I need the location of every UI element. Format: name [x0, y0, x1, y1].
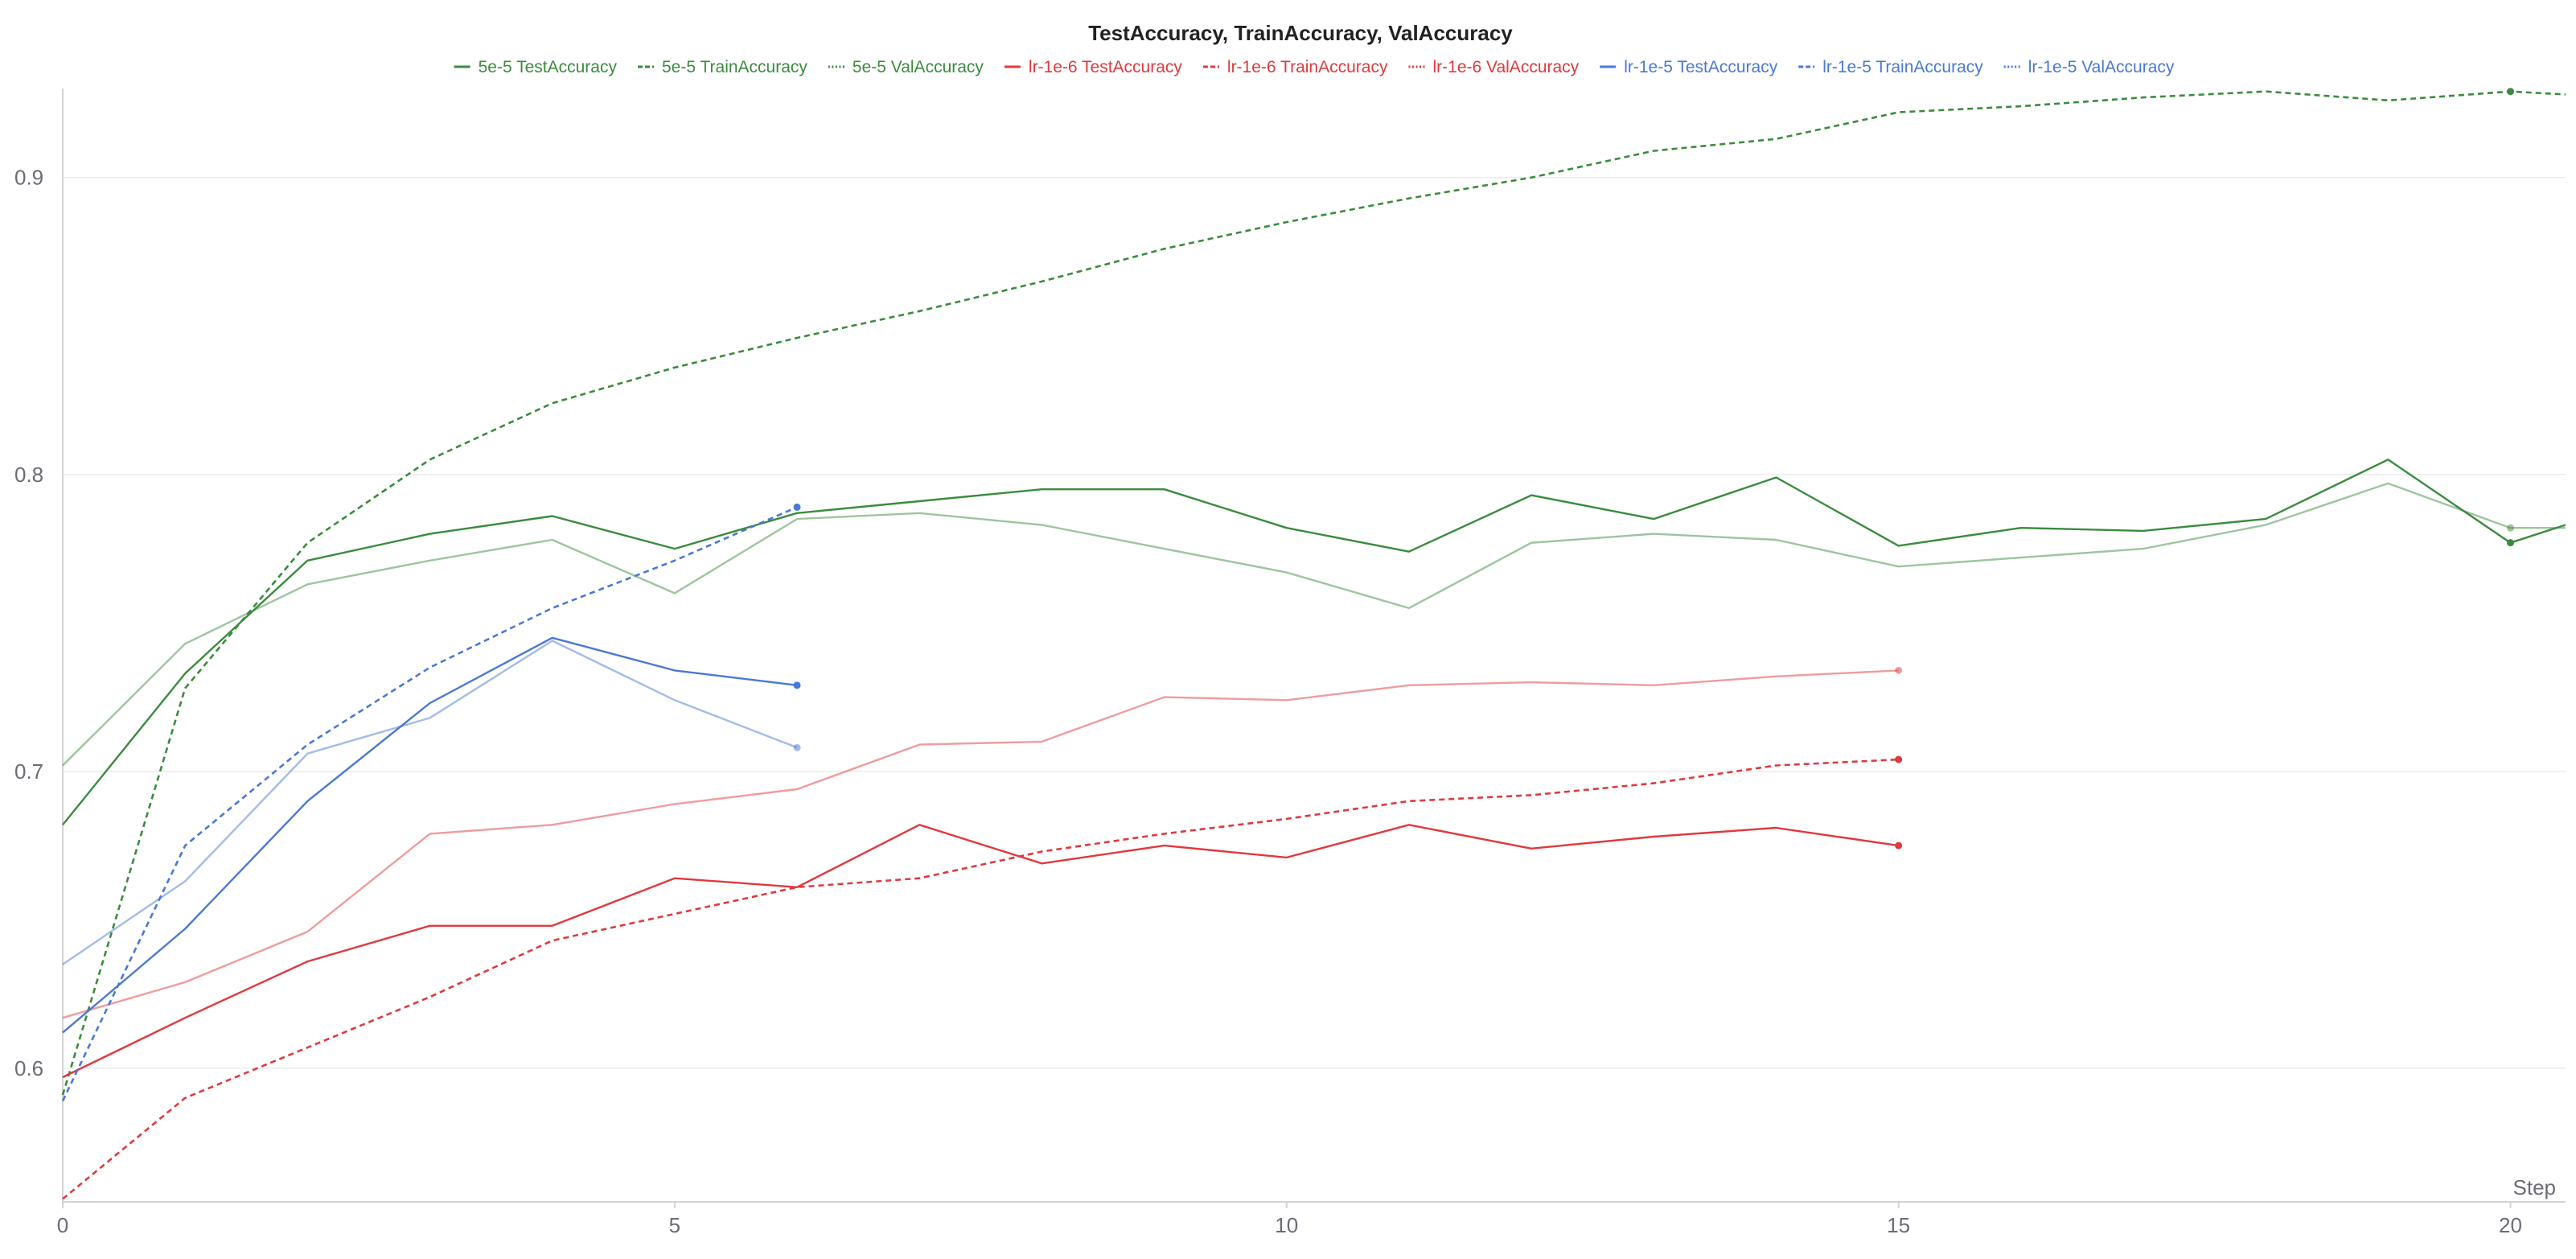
series-line-lr-1e-6-valaccuracy — [62, 669, 1899, 1019]
series-end-marker-lr-1e-6-testaccuracy — [1895, 841, 1903, 850]
series-line-lr-1e-5-valaccuracy — [62, 640, 798, 965]
x-tick-label: 5 — [669, 1213, 680, 1237]
series-line-5e-5-trainaccuracy — [61, 90, 2566, 1096]
series-line-lr-1e-5-trainaccuracy — [61, 506, 798, 1102]
series-line-lr-1e-6-trainaccuracy — [62, 758, 1899, 1200]
series-line-5e-5-testaccuracy — [62, 459, 2566, 826]
y-tick-label: 0.8 — [14, 463, 43, 487]
tick-labels: 0.6 0.7 0.8 0.9 0 5 10 15 20 — [14, 166, 2522, 1237]
legend-label: lr-1e-5 TestAccuracy — [1624, 58, 1778, 76]
series-end-marker-lr-1e-6-trainaccuracy — [1895, 755, 1903, 763]
legend-item-lr-1e-5-testaccuracy[interactable]: lr-1e-5 TestAccuracy — [1600, 58, 1778, 76]
y-tick-label: 0.6 — [14, 1056, 43, 1080]
series-end-marker-5e-5-valaccuracy — [2507, 524, 2515, 532]
legend-label: 5e-5 TestAccuracy — [479, 58, 618, 76]
series-line-5e-5-valaccuracy — [62, 482, 2566, 767]
series-end-marker-5e-5-testaccuracy — [2507, 539, 2515, 547]
chart-title: TestAccuracy, TrainAccuracy, ValAccuracy — [1088, 21, 1513, 45]
series-end-marker-lr-1e-5-testaccuracy — [793, 681, 801, 689]
series-line-lr-1e-5-testaccuracy — [62, 636, 798, 1034]
x-tick-label: 20 — [2499, 1213, 2522, 1237]
legend-item-lr-1e-6-valaccuracy[interactable]: lr-1e-6 ValAccuracy — [1408, 58, 1580, 76]
legend-item-lr-1e-5-valaccuracy[interactable]: lr-1e-5 ValAccuracy — [2003, 58, 2175, 76]
series-end-marker-lr-1e-6-valaccuracy — [1895, 666, 1903, 674]
series-layer — [61, 88, 2566, 1200]
grid — [63, 176, 2566, 1069]
legend-item-lr-1e-5-trainaccuracy[interactable]: lr-1e-5 TrainAccuracy — [1798, 58, 1983, 76]
legend-item-5e-5-valaccuracy[interactable]: 5e-5 ValAccuracy — [828, 58, 984, 76]
x-axis-label: Step — [2513, 1175, 2557, 1199]
legend-label: lr-1e-5 ValAccuracy — [2028, 58, 2175, 76]
axes — [62, 88, 2566, 1208]
legend-label: lr-1e-6 TestAccuracy — [1029, 58, 1183, 76]
legend: 5e-5 TestAccuracy 5e-5 TrainAccuracy 5e-5 … — [454, 58, 2175, 76]
x-tick-label: 10 — [1275, 1213, 1298, 1237]
legend-label: lr-1e-6 ValAccuracy — [1433, 58, 1580, 76]
legend-item-5e-5-trainaccuracy[interactable]: 5e-5 TrainAccuracy — [638, 58, 807, 76]
y-tick-label: 0.7 — [14, 759, 43, 784]
legend-label: 5e-5 TrainAccuracy — [662, 58, 807, 76]
legend-label: 5e-5 ValAccuracy — [853, 58, 984, 76]
legend-item-lr-1e-6-trainaccuracy[interactable]: lr-1e-6 TrainAccuracy — [1202, 58, 1388, 76]
series-line-lr-1e-6-testaccuracy — [62, 824, 1899, 1079]
series-end-marker-lr-1e-5-trainaccuracy — [793, 503, 801, 511]
series-end-marker-lr-1e-5-valaccuracy — [793, 743, 801, 751]
x-tick-label: 15 — [1887, 1213, 1910, 1237]
y-tick-label: 0.9 — [14, 166, 43, 190]
series-end-marker-5e-5-trainaccuracy — [2507, 88, 2515, 96]
legend-item-5e-5-testaccuracy[interactable]: 5e-5 TestAccuracy — [454, 58, 618, 76]
legend-item-lr-1e-6-testaccuracy[interactable]: lr-1e-6 TestAccuracy — [1004, 58, 1183, 76]
legend-label: lr-1e-6 TrainAccuracy — [1227, 58, 1388, 76]
x-tick-label: 0 — [57, 1213, 68, 1237]
legend-label: lr-1e-5 TrainAccuracy — [1822, 58, 1983, 76]
